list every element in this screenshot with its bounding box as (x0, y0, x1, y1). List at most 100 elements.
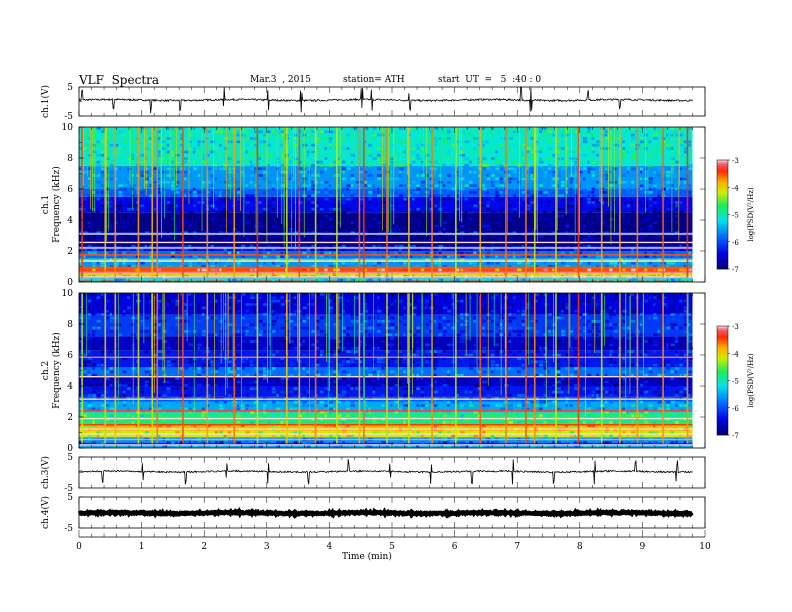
ch1-spec-speckle (561, 197, 565, 201)
ch2-spec-speckle (289, 357, 293, 360)
ch1-spec-speckle (578, 191, 584, 194)
ch1-spec-speckle (381, 271, 386, 275)
ch1-spec-speckle (118, 251, 121, 255)
ch1-spec-speckle (666, 147, 671, 150)
ch2-spec-speckle (320, 350, 325, 353)
ch1-spec-speckle (324, 278, 328, 282)
ch2-spec-speckle (105, 309, 110, 313)
ch2-spec-speckle (376, 370, 381, 374)
ch1-spec-speckle (254, 150, 259, 154)
ch2-spec-speckle (276, 390, 279, 394)
ch2-spec-speckle (363, 404, 367, 407)
ch1-spec-speckle (464, 251, 470, 255)
ch1-spec-speckle (416, 238, 422, 241)
ch2-spec-speckle (381, 319, 385, 323)
ch2-spec-speckle (280, 434, 284, 438)
ch1-spec-speckle (315, 234, 321, 238)
ch2-spec-speckle (236, 394, 241, 397)
ch1-spec-speckle (166, 174, 171, 177)
ch2-spec-speckle (122, 390, 126, 394)
ch1-spec-speckle (157, 204, 161, 208)
ch2-spec-speckle (315, 424, 318, 428)
ch2-spec-speckle (333, 363, 338, 367)
ch1-spec-speckle (596, 143, 600, 147)
ch2-spec-speckle (398, 407, 402, 411)
ch2-spec-speckle (302, 326, 307, 330)
ch1-spec-speckle (350, 224, 355, 228)
ch2-spec-speckle (92, 410, 96, 414)
ch1-spec-speckle (96, 278, 101, 282)
ch1-spec-speckle (394, 157, 398, 161)
ch1-spec-speckle (188, 127, 194, 130)
ch1-spec-speckle (473, 248, 476, 251)
ch2-spec-speckle (276, 346, 280, 350)
ch2-spec-speckle (83, 380, 87, 384)
ch1-spec-speckle (517, 167, 521, 171)
ch1-spec-speckle (403, 197, 408, 201)
ch1-spec-speckle (547, 167, 551, 171)
ch2-spec-speckle (197, 394, 200, 397)
ch1-spec-speckle (609, 271, 612, 275)
ch1-spec-speckle (328, 147, 332, 150)
ch2-spec-speckle (302, 414, 306, 417)
ch1-spec-speckle (521, 143, 526, 147)
ch2-spec-speckle (311, 363, 316, 367)
ch2-spec-speckle (333, 353, 337, 357)
ch1-spec-speckle (626, 170, 630, 174)
ch1-spec-speckle (263, 160, 266, 164)
ch1-spec-speckle (688, 184, 692, 187)
ch1-spec-speckle (333, 130, 337, 134)
ch1-spec-speckle (683, 140, 687, 144)
ch1-spec-speckle (359, 140, 364, 144)
ch1-spec-speckle (122, 234, 128, 238)
ch2-spec-speckle (280, 353, 284, 357)
ch1-spec-speckle (96, 127, 102, 130)
ch1-spec-speckle (609, 170, 612, 174)
ch2-spec-speckle (280, 326, 286, 330)
ch1-spec-speckle (236, 197, 240, 201)
ch1-spec-speckle (192, 147, 197, 150)
ch1-spec-speckle (412, 244, 417, 248)
ch1-spec-speckle (477, 248, 481, 251)
ch1-spec-speckle (447, 194, 451, 198)
ch1-spec-speckle (267, 201, 272, 204)
ch1-spec-speckle (114, 224, 119, 228)
ch1-spec-speckle (197, 140, 201, 144)
ch2-spec-speckle (276, 407, 281, 411)
ch1-spec-speckle (394, 238, 397, 241)
ch1-spec-speckle (416, 244, 420, 248)
ch2-spec-speckle (210, 346, 213, 350)
ch1-spec-speckle (473, 265, 477, 268)
ch2-spec-speckle (337, 380, 343, 384)
ch1-spec-speckle (372, 211, 377, 214)
ch1-spec-speckle (359, 170, 363, 174)
ch1-spec-speckle (175, 251, 180, 255)
ch2-spec-speckle (201, 407, 205, 411)
ch1-spec-speckle (311, 164, 315, 167)
ch2-spec-speckle (403, 444, 408, 448)
ch1-spec-speckle (639, 228, 644, 231)
ch1-spec-speckle (131, 268, 137, 272)
ch1-spec-speckle (280, 180, 285, 184)
ch2-spec-speckle (140, 414, 144, 417)
ch2-spec-speckle (311, 303, 316, 306)
ch1-spec-speckle (464, 238, 469, 241)
ch1-spec-speckle (127, 255, 132, 258)
ch2-spec-speckle (355, 346, 360, 350)
ch1-spec-speckle (674, 231, 680, 235)
ch2-spec-speckle (162, 306, 166, 310)
ch2-spec-speckle (390, 326, 395, 330)
ch1-spec-speckle (372, 137, 377, 140)
ch1-spec-speckle (175, 153, 180, 157)
ch1-spec-speckle (184, 174, 189, 177)
ch1-spec-speckle (166, 167, 170, 171)
ch2-spec-speckle (140, 293, 145, 296)
ch1-wave-trace (78, 85, 693, 114)
ch2-spec-speckle (429, 350, 433, 353)
ch1-spec-speckle (499, 170, 505, 174)
ch2-spec-speckle (223, 407, 228, 411)
ch2-spec-speckle (359, 390, 364, 394)
ch2-spec-speckle (197, 373, 201, 377)
ch1-spec-speckle (596, 265, 599, 268)
ch2-spec-speckle (355, 421, 358, 424)
